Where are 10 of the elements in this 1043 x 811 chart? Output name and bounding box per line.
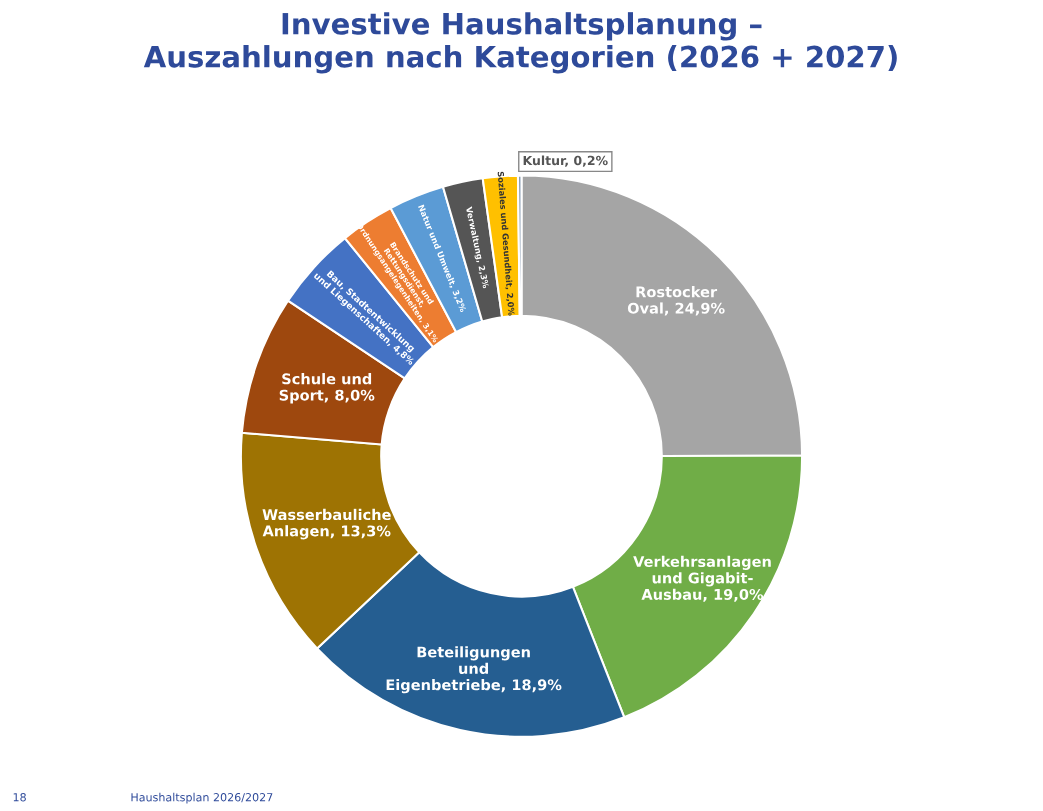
slice-label: Kultur, 0,2% xyxy=(523,155,608,167)
slice-label: Verkehrsanlagen und Gigabit-Ausbau, 19,0% xyxy=(633,555,771,602)
slice-label: Wasserbauliche Anlagen, 13,3% xyxy=(262,508,391,540)
text: 18 xyxy=(13,793,26,802)
slice-label: Beteiligungen und Eigenbetriebe, 18,9% xyxy=(386,646,562,694)
slice-label: Schule und Sport, 8,0% xyxy=(279,373,375,404)
slice-label: Rostocker Oval, 24,9% xyxy=(627,286,725,316)
slice-label: Soziales und Gesundheit, 2,0% xyxy=(496,171,515,316)
chart-title: Investive Haushaltsplanung – Auszahlungen nach Kategorien (2026 + 2027) xyxy=(143,12,897,74)
text: Haushaltsplan 2026/2027 xyxy=(131,792,273,804)
